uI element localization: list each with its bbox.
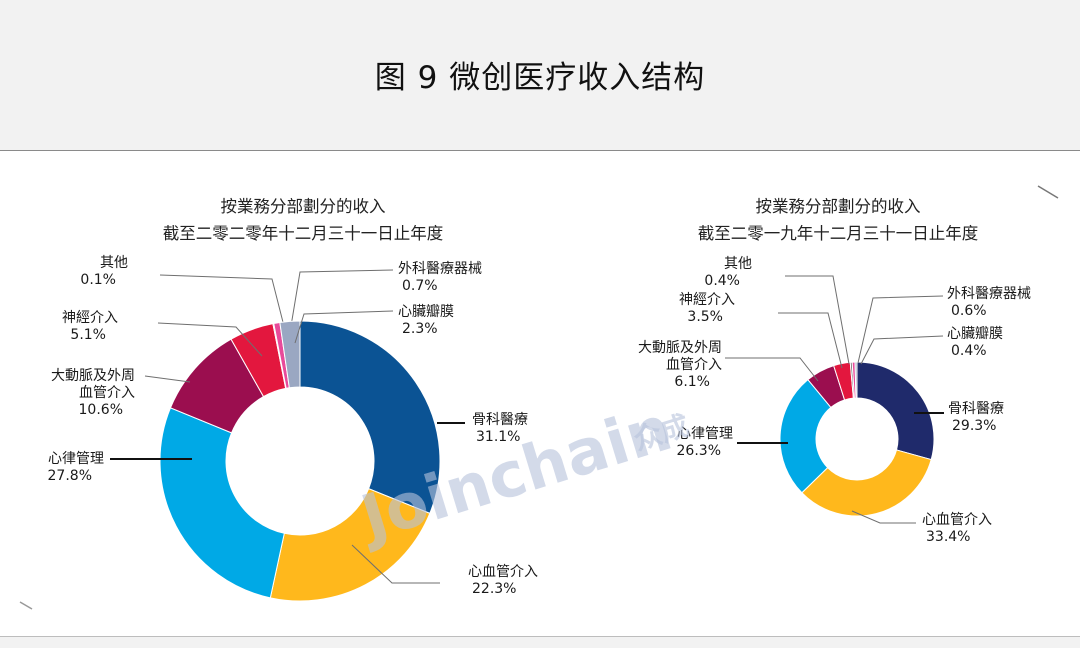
slice-label-外科醫療器械: 外科醫療器械: [398, 260, 482, 277]
slice-心臟瓣膜: [279, 320, 301, 389]
slice-value-大動脈及外周血管介入: 10.6%: [79, 402, 123, 418]
slice-label-大動脈及外周血管介入-2: 血管介入: [79, 385, 135, 401]
slice-value-外科醫療器械: 0.7%: [402, 278, 438, 294]
slice-心血管介入: [269, 488, 431, 602]
slice-心臟瓣膜: [854, 361, 858, 399]
corner-mark-bottom-left: [19, 601, 33, 610]
leader-其他: [159, 274, 287, 335]
slice-label-大動脈及外周血管介入-2: 血管介入: [666, 357, 722, 373]
slice-value-心臟瓣膜: 0.4%: [951, 343, 987, 359]
slice-心血管介入: [801, 449, 932, 517]
slice-value-心血管介入: 22.3%: [472, 581, 516, 597]
slice-value-神經介入: 5.1%: [70, 327, 106, 343]
leader-外科醫療器械: [288, 269, 394, 339]
slice-label-心血管介入: 心血管介入: [922, 512, 992, 528]
slice-label-大動脈及外周血管介入-1: 大動脈及外周: [51, 368, 135, 384]
leader-心血管介入: [851, 510, 916, 524]
slice-label-其他: 其他: [100, 255, 128, 271]
leader-其他: [785, 275, 850, 365]
slice-label-心臟瓣膜: 心臟瓣膜: [398, 304, 454, 320]
chart-title-line-1: 按業務分部劃分的收入: [756, 197, 921, 216]
header-band: 图 9 微创医疗收入结构: [0, 0, 1080, 151]
slice-label-外科醫療器械: 外科醫療器械: [947, 285, 1031, 302]
leader-外科醫療器械: [857, 295, 944, 364]
slice-value-骨科醫療: 29.3%: [952, 418, 996, 434]
leader-大動脈及外周血管介入: [144, 375, 191, 383]
slice-骨科醫療: [299, 320, 441, 515]
slice-心律管理: [159, 407, 285, 599]
slice-label-心律管理: 心律管理: [677, 426, 733, 442]
slice-label-心臟瓣膜: 心臟瓣膜: [947, 326, 1003, 342]
corner-mark-top-right: [1037, 185, 1059, 199]
slice-label-心血管介入: 心血管介入: [468, 564, 538, 580]
slice-label-骨科醫療: 骨科醫療: [472, 411, 528, 428]
footer-band: [0, 636, 1080, 648]
slice-value-外科醫療器械: 0.6%: [951, 303, 987, 319]
slice-label-其他: 其他: [724, 256, 752, 272]
leader-大動脈及外周血管介入: [725, 357, 819, 382]
slice-value-心血管介入: 33.4%: [926, 529, 970, 545]
slice-心律管理: [779, 378, 832, 494]
slice-label-骨科醫療: 骨科醫療: [948, 400, 1004, 417]
slice-label-心律管理: 心律管理: [48, 451, 104, 467]
leader-心血管介入: [351, 544, 440, 584]
slice-value-其他: 0.4%: [704, 273, 740, 289]
chart-title-line-2: 截至二零二零年十二月三十一日止年度: [163, 224, 444, 243]
page-title: 图 9 微创医疗收入结构: [374, 60, 706, 96]
leader-心臟瓣膜: [294, 310, 394, 344]
slice-value-骨科醫療: 31.1%: [476, 429, 520, 445]
slice-value-心律管理: 27.8%: [48, 468, 92, 484]
slice-value-大動脈及外周血管介入: 6.1%: [674, 374, 710, 390]
chart-title-line-2: 截至二零一九年十二月三十一日止年度: [698, 224, 979, 243]
slice-label-神經介入: 神經介入: [679, 292, 735, 308]
slice-label-大動脈及外周血管介入-1: 大動脈及外周: [638, 340, 722, 356]
leader-神經介入: [778, 312, 843, 369]
leader-神經介入: [157, 322, 263, 357]
slice-label-神經介入: 神經介入: [62, 310, 118, 326]
slice-骨科醫療: [856, 361, 935, 461]
chart-title-line-1: 按業務分部劃分的收入: [221, 197, 386, 216]
slice-value-心臟瓣膜: 2.3%: [402, 321, 438, 337]
slice-value-心律管理: 26.3%: [677, 443, 721, 459]
slice-value-其他: 0.1%: [80, 272, 116, 288]
leader-心臟瓣膜: [860, 335, 944, 365]
slice-value-神經介入: 3.5%: [687, 309, 723, 325]
